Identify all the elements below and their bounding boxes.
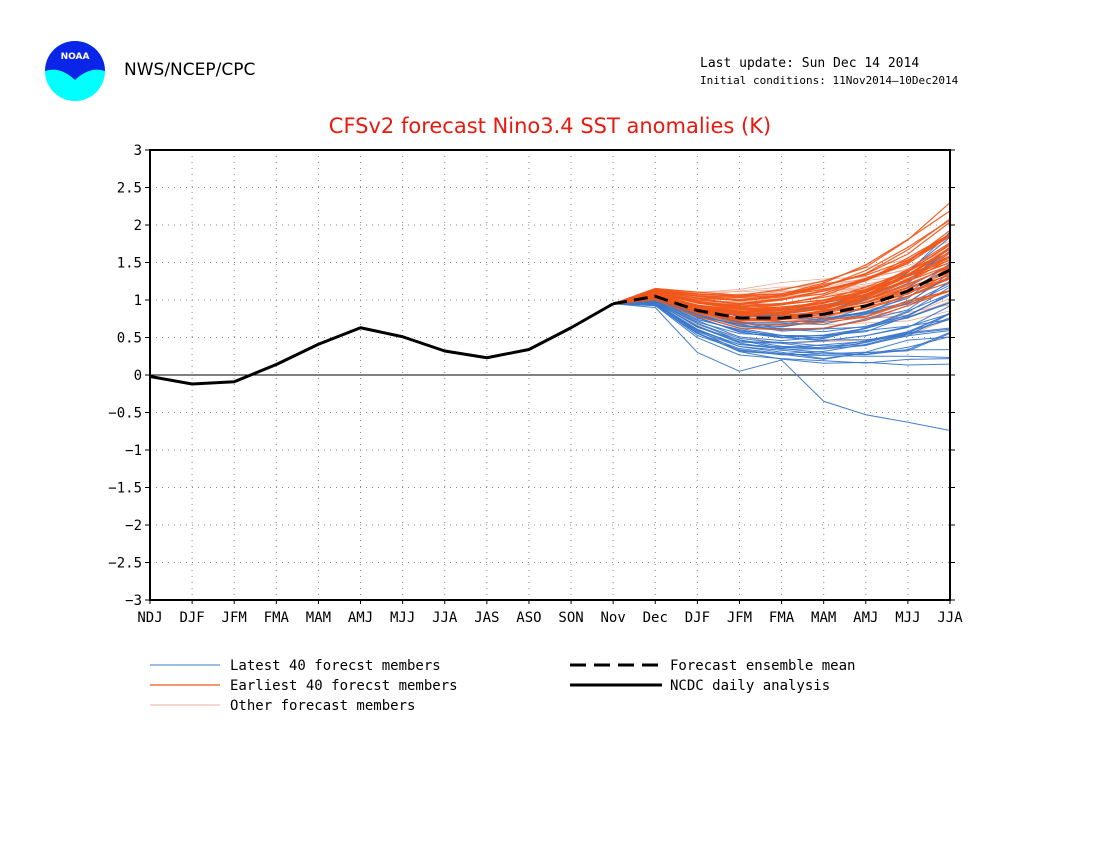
initial-conditions: Initial conditions: 11Nov2014–10Dec2014 [700,74,959,87]
member-line [612,256,951,310]
member-line [613,303,951,364]
x-tick-label: FMA [769,610,795,626]
agency-label: NWS/NCEP/CPC [124,60,256,80]
member-line [612,218,951,305]
member-line [613,272,951,316]
noaa-logo: NOAA [45,41,105,101]
x-tick-label: FMA [264,610,290,626]
y-tick-label: −2.5 [108,556,142,572]
noaa-logo-text: NOAA [61,52,90,62]
member-line [612,221,951,305]
y-tick-label: 1 [134,293,142,309]
y-tick-label: 1.5 [117,256,142,272]
x-tick-label: JJA [937,610,963,626]
members-layer [612,202,951,431]
legend-label-other: Other forecast members [230,698,415,714]
member-line [613,261,951,315]
x-tick-label: MJJ [895,610,920,626]
ensemble-mean-line [612,268,951,320]
member-line [613,300,951,344]
y-tick-label: 2.5 [117,181,142,197]
y-tick-label: 0 [134,368,142,384]
legend-label-mean: Forecast ensemble mean [670,658,855,674]
legend: Latest 40 forecst members Earliest 40 for… [150,658,855,714]
x-tick-label: JFM [222,610,247,626]
y-tick-label: 3 [134,143,142,159]
member-line [612,202,951,305]
y-tick-label: −3 [125,593,142,609]
chart-title: CFSv2 forecast Nino3.4 SST anomalies (K) [328,114,772,138]
x-tick-label: MAM [306,610,331,626]
legend-label-latest: Latest 40 forecst members [230,658,441,674]
member-line [613,302,951,360]
x-tick-label: JFM [727,610,752,626]
analysis-line [149,302,614,386]
y-tick-label: −1.5 [108,481,142,497]
x-tick-label: AMJ [348,610,373,626]
x-tick-label: JJA [432,610,458,626]
member-line [613,290,951,331]
member-line [613,301,951,350]
member-line [613,303,951,356]
legend-label-earliest: Earliest 40 forecst members [230,678,458,694]
x-tick-label: Nov [601,610,626,626]
x-tick-label: Dec [643,610,668,626]
legend-label-analysis: NCDC daily analysis [670,678,830,694]
y-tick-label: 2 [134,218,142,234]
y-tick-label: 0.5 [117,331,142,347]
x-tick-label: AMJ [853,610,878,626]
member-line [613,289,951,326]
member-line [613,303,951,431]
x-tick-label: DJF [685,610,710,626]
x-axis: NDJ DJF JFM FMA MAM AMJ MJJ JJA JAS ASO SON Nov Dec D… [137,600,963,626]
x-tick-label: JAS [474,610,499,626]
x-tick-label: MAM [811,610,836,626]
lines-layer [149,268,951,386]
y-tick-label: −0.5 [108,406,142,422]
y-tick-label: −1 [125,443,142,459]
y-tick-label: −2 [125,518,142,534]
x-tick-label: ASO [516,610,541,626]
x-tick-label: SON [558,610,583,626]
x-tick-label: NDJ [137,610,162,626]
last-update: Last update: Sun Dec 14 2014 [700,56,920,71]
member-line [613,303,951,350]
x-tick-label: DJF [179,610,204,626]
x-tick-label: MJJ [390,610,415,626]
member-line [613,292,951,342]
y-axis: 3 2.5 2 1.5 1 0.5 0 −0.5 −1 −1.5 −2 −2.5 −3 [108,143,955,609]
